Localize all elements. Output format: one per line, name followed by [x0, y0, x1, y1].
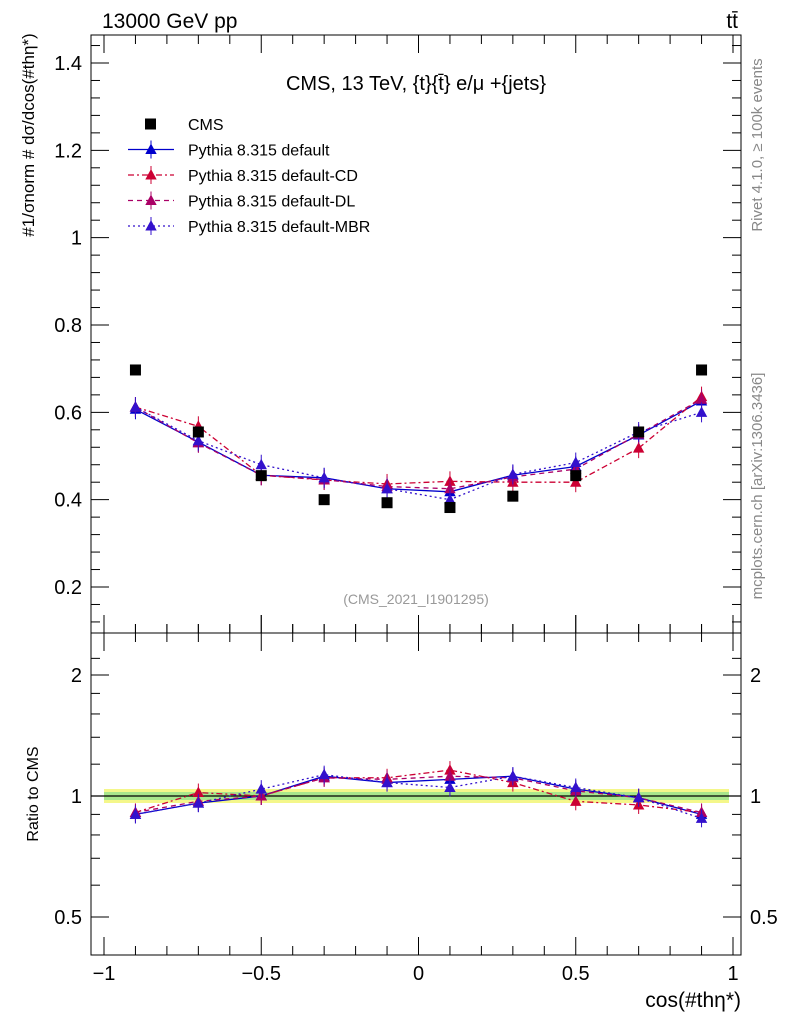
series-2-ratio-point: [570, 795, 582, 806]
cms-data-point: [381, 497, 393, 509]
legend-series-3-label: Pythia 8.315 default-DL: [188, 194, 355, 211]
series-2-point: [632, 442, 645, 453]
legend-series-1-label: Pythia 8.315 default: [188, 143, 330, 160]
legend-series-4-marker: [145, 220, 157, 231]
main-y-tick-label: 0.8: [54, 315, 82, 337]
ratio-y-tick-label: 1: [71, 786, 82, 808]
series-4-ratio-line: [135, 774, 702, 819]
main-y-tick-label: 0.2: [54, 577, 82, 599]
series-4-point: [507, 468, 519, 479]
series-4-point: [192, 434, 205, 446]
legend-series-1-marker: [145, 143, 157, 154]
legend-series-2-marker: [145, 169, 157, 180]
x-tick-label: 1: [727, 963, 738, 985]
mcplots-label: mcplots.cern.ch [arXiv:1306.3436]: [749, 373, 766, 600]
series-3-point: [695, 393, 708, 404]
main-series-group: [129, 386, 708, 510]
y-axis-label: #1/σnorm # dσ/dcos(#thη*): [19, 33, 38, 236]
x-tick-label: 0: [413, 963, 424, 985]
ratio-panel-frame: [90, 632, 742, 956]
x-tick-label: 0.5: [562, 963, 590, 985]
series-3-ratio-line: [135, 775, 702, 814]
series-4-point: [381, 482, 393, 494]
series-4-ratio-point: [192, 797, 205, 808]
ratio-y-tick-label-right: 0.5: [750, 907, 778, 929]
series-2-ratio-line: [135, 769, 702, 814]
series-4-ratio-point: [129, 808, 142, 819]
series-4-ratio-point: [444, 781, 456, 792]
ratio-y-tick-label-right: 1: [750, 786, 761, 808]
x-tick-label: −1: [93, 963, 116, 985]
series-3-line: [135, 398, 702, 490]
series-4-point: [695, 406, 708, 417]
ratio-y-tick-label: 2: [71, 665, 82, 687]
series-4-ratio-point: [632, 791, 645, 803]
ratio-y-tick-label: 0.5: [54, 907, 82, 929]
analysis-watermark: (CMS_2021_I1901295): [343, 591, 489, 607]
series-2-ratio-point: [192, 786, 205, 798]
main-y-tick-label: 1: [71, 228, 82, 250]
data-points-group: [129, 364, 708, 514]
legend: CMS Pythia 8.315 default Pythia 8.315 defa…: [128, 117, 370, 236]
series-4-point: [444, 493, 456, 505]
series-1-line: [135, 400, 702, 493]
series-4-point: [255, 458, 267, 470]
main-y-tick-label: 1.2: [54, 140, 82, 162]
cms-data-point: [444, 502, 456, 514]
cms-data-point: [255, 470, 267, 482]
series-4-ratio-point: [255, 783, 267, 794]
rivet-label: Rivet 4.1.0, ≥ 100k events: [749, 58, 766, 231]
legend-series-4-label: Pythia 8.315 default-MBR: [188, 219, 370, 236]
series-3-point: [444, 482, 456, 494]
series-4-ratio-point: [507, 770, 519, 781]
series-4-ratio-point: [318, 768, 330, 780]
series-4-ratio-point: [695, 812, 708, 823]
x-ticks: −1 −0.5 0 0.5 1: [93, 35, 739, 985]
legend-series-3-marker: [145, 194, 157, 205]
cms-data-point: [192, 426, 204, 438]
ratio-series-group: [129, 761, 708, 828]
cms-data-point: [129, 364, 141, 376]
cms-data-point: [633, 426, 645, 438]
series-1-ratio-line: [135, 775, 702, 816]
main-y-tick-label: 1.4: [54, 53, 82, 75]
series-4-ratio-point: [381, 776, 393, 788]
series-4-point: [129, 401, 142, 412]
series-2-point: [570, 476, 582, 487]
cms-data-point: [507, 490, 519, 502]
ratio-y-label: Ratio to CMS: [25, 746, 42, 841]
cms-data-point: [318, 494, 330, 506]
header-right: tt̄: [726, 10, 738, 33]
legend-series-2-label: Pythia 8.315 default-CD: [188, 168, 358, 185]
legend-cms-marker: [145, 118, 156, 130]
header-left: 13000 GeV pp: [102, 10, 237, 33]
plot-title: CMS, 13 TeV, {t}{t̄} e/μ +{jets}: [286, 73, 546, 95]
legend-cms-label: CMS: [188, 117, 224, 134]
main-y-tick-label: 0.6: [54, 402, 82, 424]
cms-data-point: [696, 364, 708, 376]
series-4-point: [570, 456, 582, 468]
main-y-ticks: 0.2 0.4 0.6 0.8 1 1.2 1.4: [54, 45, 741, 623]
main-y-tick-label: 0.4: [54, 490, 82, 512]
series-3-ratio-point: [444, 770, 456, 781]
x-axis-label: cos(#thη*): [645, 989, 741, 1012]
cms-data-point: [570, 470, 582, 482]
x-tick-label: −0.5: [242, 963, 281, 985]
series-2-line: [135, 396, 702, 485]
series-4-point: [318, 471, 330, 483]
ratio-y-ticks: 0.5 0.5 1 1 2 2: [54, 657, 778, 929]
series-4-ratio-point: [570, 781, 582, 792]
ratio-y-tick-label-right: 2: [750, 665, 761, 687]
